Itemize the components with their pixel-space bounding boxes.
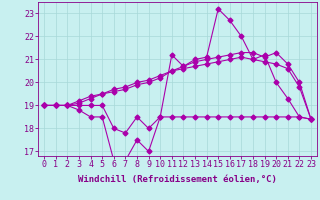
- X-axis label: Windchill (Refroidissement éolien,°C): Windchill (Refroidissement éolien,°C): [78, 175, 277, 184]
